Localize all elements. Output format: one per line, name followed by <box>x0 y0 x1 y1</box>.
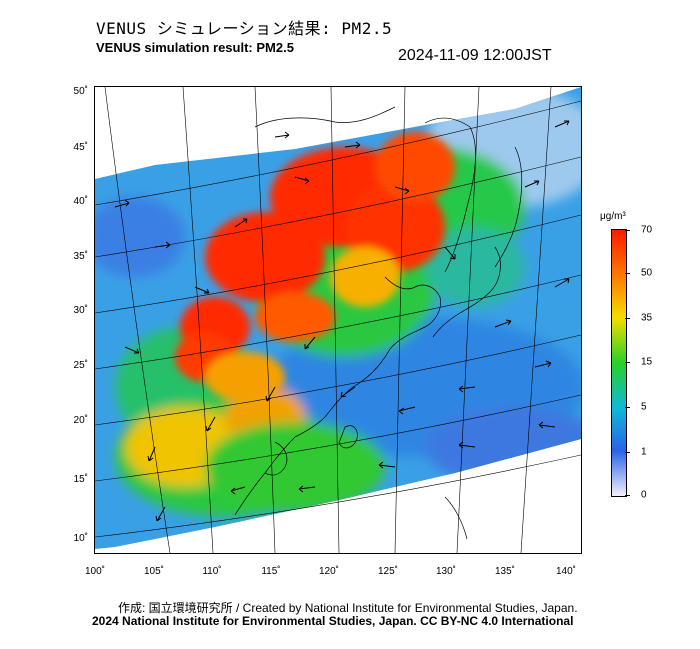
colorbar-tick-mark <box>625 407 630 408</box>
lon-tick-label: 130˚ <box>435 566 457 577</box>
lat-tick-label: 45˚ <box>73 142 88 153</box>
lat-tick-label: 20˚ <box>73 415 88 426</box>
lat-tick-label: 40˚ <box>73 196 88 207</box>
map-panel <box>94 86 582 554</box>
lon-tick-label: 120˚ <box>318 566 340 577</box>
license-text: 2024 National Institute for Environmenta… <box>92 614 574 628</box>
colorbar-tick-mark <box>625 273 630 274</box>
lon-tick-label: 135˚ <box>494 566 516 577</box>
map-title-japanese: VENUS シミュレーション結果: PM2.5 <box>96 19 393 38</box>
lon-tick-label: 115˚ <box>261 566 281 577</box>
colorbar-tick-label: 70 <box>641 224 653 236</box>
colorbar-tick-label: 1 <box>641 446 647 458</box>
pm25-map <box>95 87 581 553</box>
lat-tick-label: 35˚ <box>73 251 88 262</box>
colorbar <box>611 229 627 497</box>
map-title-english: VENUS simulation result: PM2.5 <box>96 40 294 55</box>
lat-tick-label: 30˚ <box>73 305 88 316</box>
lat-tick-label: 10˚ <box>73 533 88 544</box>
lon-tick-label: 140˚ <box>555 566 577 577</box>
coastlines <box>234 106 523 540</box>
colorbar-tick-mark <box>625 230 630 231</box>
lon-tick-label: 105˚ <box>143 566 165 577</box>
colorbar-tick-mark <box>625 362 630 363</box>
lat-tick-label: 15˚ <box>73 474 88 485</box>
lon-tick-label: 110˚ <box>202 566 222 577</box>
colorbar-tick-mark <box>625 318 630 319</box>
lon-tick-label: 100˚ <box>84 566 106 577</box>
colorbar-tick-label: 0 <box>641 489 647 501</box>
credit-text: 作成: 国立環境研究所 / Created by National Instit… <box>118 601 578 615</box>
lat-tick-label: 50˚ <box>73 86 88 97</box>
colorbar-tick-mark <box>625 495 630 496</box>
colorbar-tick-label: 35 <box>641 312 653 324</box>
wind-vectors <box>114 120 570 522</box>
concentration-field <box>95 87 581 549</box>
colorbar-tick-label: 50 <box>641 267 653 279</box>
lon-tick-label: 125˚ <box>377 566 399 577</box>
forecast-timestamp: 2024-11-09 12:00JST <box>398 47 552 64</box>
colorbar-unit: μg/m³ <box>600 211 626 222</box>
lat-tick-label: 25˚ <box>73 360 88 371</box>
colorbar-tick-label: 5 <box>641 401 647 413</box>
colorbar-tick-label: 15 <box>641 356 653 368</box>
graticule <box>95 87 581 553</box>
colorbar-tick-mark <box>625 452 630 453</box>
